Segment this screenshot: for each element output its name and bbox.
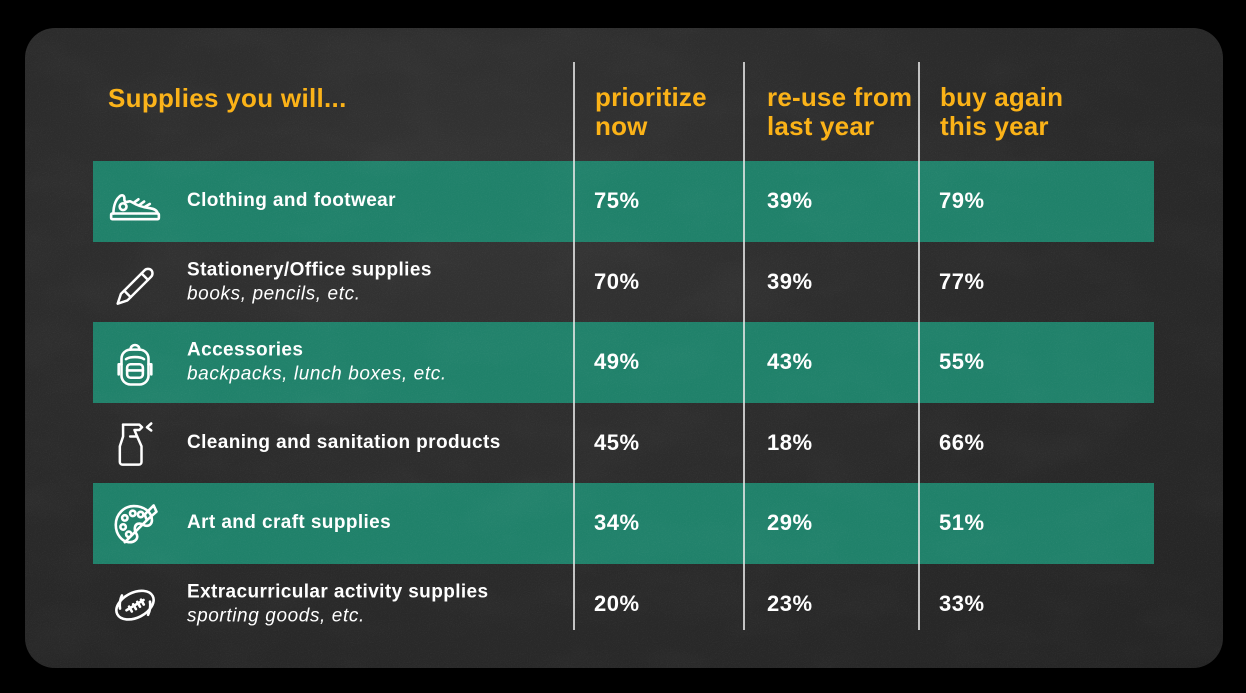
column-divider [743, 62, 745, 630]
table-row: Art and craft supplies 34% 29% 51% [93, 483, 1154, 564]
value-reuse-last-year: 39% [767, 188, 813, 214]
table-title: Supplies you will... [108, 83, 347, 113]
table-row: Cleaning and sanitation products 45% 18%… [93, 403, 1154, 484]
column-header-reuse-last-year: re-use from last year [767, 82, 913, 141]
table-row: Accessories backpacks, lunch boxes, etc.… [93, 322, 1154, 403]
table-row: Stationery/Office supplies books, pencil… [93, 242, 1154, 323]
value-reuse-last-year: 18% [767, 429, 813, 455]
value-buy-again: 33% [939, 590, 985, 616]
column-header-prioritize-now: prioritize now [595, 82, 707, 141]
chalkboard-card: Supplies you will... prioritize now re-u… [25, 28, 1223, 668]
value-prioritize-now: 75% [594, 188, 640, 214]
value-prioritize-now: 70% [594, 268, 640, 294]
column-divider [918, 62, 920, 630]
value-buy-again: 55% [939, 349, 985, 375]
column-header-buy-again: buy again this year [940, 82, 1064, 141]
value-reuse-last-year: 43% [767, 349, 813, 375]
row-sublabel: sporting goods, etc. [187, 605, 365, 627]
pencil-icon [103, 256, 167, 308]
value-buy-again: 79% [939, 188, 985, 214]
table-body: Clothing and footwear 75% 39% 79% Statio… [93, 161, 1154, 644]
value-reuse-last-year: 39% [767, 268, 813, 294]
value-reuse-last-year: 29% [767, 510, 813, 536]
row-label: Extracurricular activity supplies [187, 581, 489, 603]
value-buy-again: 66% [939, 429, 985, 455]
column-divider [573, 62, 575, 630]
value-prioritize-now: 45% [594, 429, 640, 455]
value-prioritize-now: 20% [594, 590, 640, 616]
table-row: Extracurricular activity supplies sporti… [93, 564, 1154, 645]
value-buy-again: 77% [939, 268, 985, 294]
row-sublabel: books, pencils, etc. [187, 283, 361, 305]
value-prioritize-now: 49% [594, 349, 640, 375]
backpack-icon [103, 335, 167, 389]
row-label: Art and craft supplies [187, 512, 392, 534]
value-buy-again: 51% [939, 510, 985, 536]
row-label: Accessories [187, 339, 304, 361]
value-prioritize-now: 34% [594, 510, 640, 536]
row-sublabel: backpacks, lunch boxes, etc. [187, 363, 447, 385]
row-label: Clothing and footwear [187, 190, 396, 212]
palette-icon [103, 497, 167, 549]
sneaker-icon [103, 176, 167, 226]
football-icon [103, 579, 167, 629]
table-row: Clothing and footwear 75% 39% 79% [93, 161, 1154, 242]
row-label: Stationery/Office supplies [187, 259, 432, 281]
value-reuse-last-year: 23% [767, 590, 813, 616]
spray-bottle-icon [103, 417, 167, 469]
row-label: Cleaning and sanitation products [187, 431, 501, 453]
